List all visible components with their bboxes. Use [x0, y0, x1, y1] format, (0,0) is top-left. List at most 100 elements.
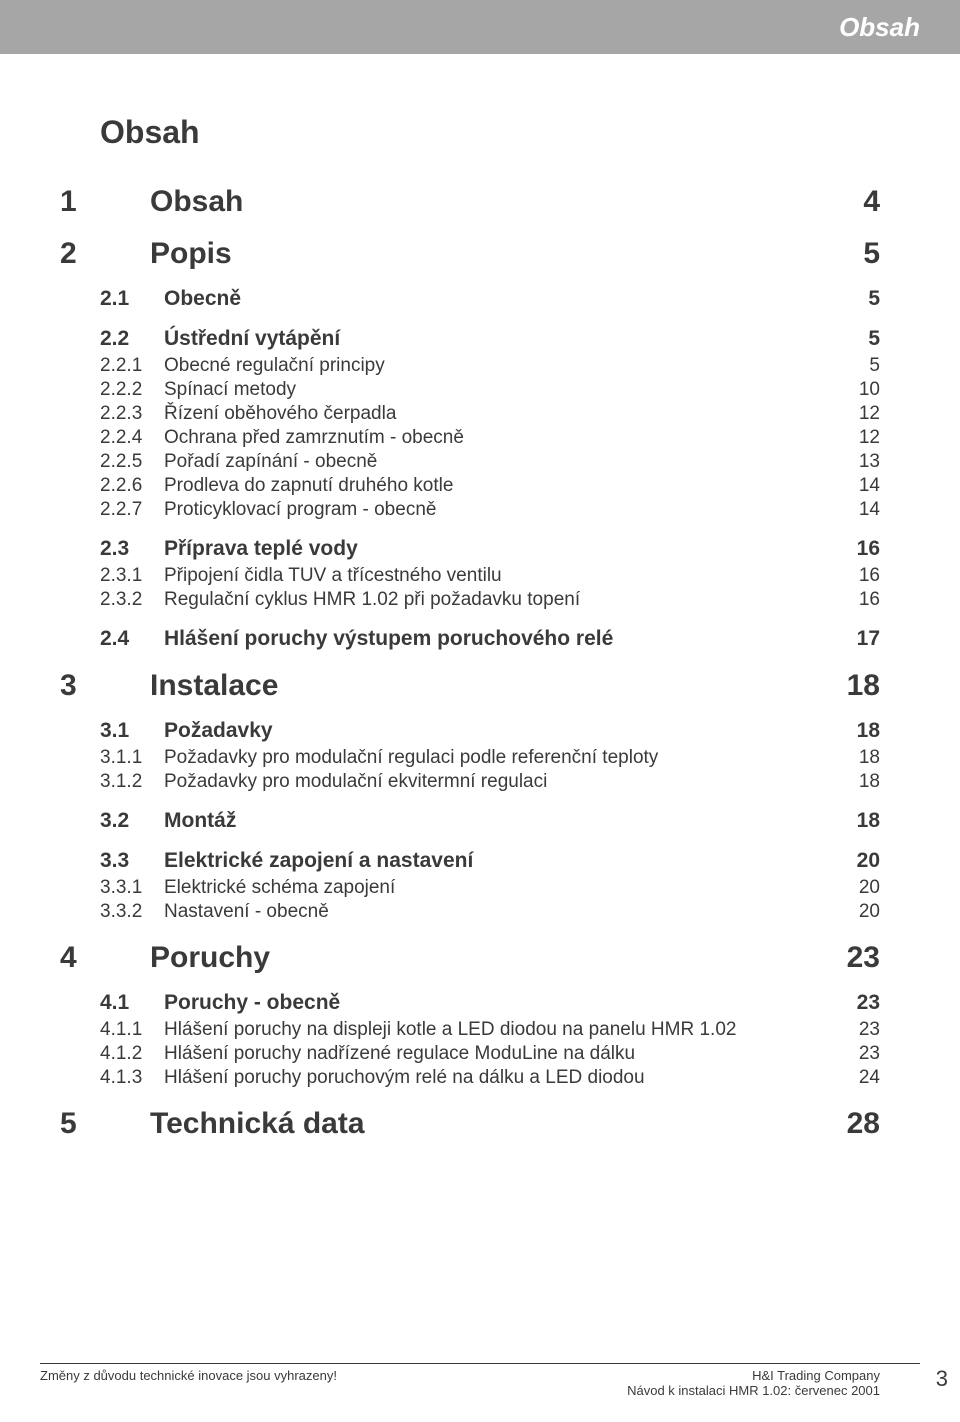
- toc-label: 2.2Ústřední vytápění: [100, 327, 340, 351]
- toc-label: 3.3.2Nastavení - obecně: [100, 901, 329, 923]
- toc-page: 18: [840, 669, 880, 703]
- toc-label: 2.4Hlášení poruchy výstupem poruchového …: [100, 627, 613, 651]
- toc-label: 4.1.2Hlášení poruchy nadřízené regulace …: [100, 1043, 635, 1065]
- toc-number: 4.1: [100, 991, 164, 1015]
- toc-row: 5Technická data28: [60, 1107, 880, 1141]
- toc-row: 4.1.1Hlášení poruchy na displeji kotle a…: [100, 1019, 880, 1041]
- toc-number: 3.3: [100, 849, 164, 873]
- toc-page: 20: [840, 901, 880, 923]
- toc-number: 3.3.1: [100, 877, 164, 899]
- header-bar: Obsah: [0, 0, 960, 54]
- toc-title: Poruchy: [150, 941, 270, 975]
- toc-number: 4.1.3: [100, 1067, 164, 1089]
- toc-number: 2.2.1: [100, 355, 164, 377]
- toc-label: 2.3.1Připojení čidla TUV a třícestného v…: [100, 565, 502, 587]
- toc-label: 4.1.1Hlášení poruchy na displeji kotle a…: [100, 1019, 736, 1041]
- toc-number: 3.1: [100, 719, 164, 743]
- toc-row: 2Popis5: [60, 237, 880, 271]
- toc-label: 3.1.1Požadavky pro modulační regulaci po…: [100, 747, 658, 769]
- toc-number: 4.1.2: [100, 1043, 164, 1065]
- header-title: Obsah: [839, 12, 920, 43]
- toc-title: Elektrické zapojení a nastavení: [164, 849, 473, 873]
- toc-row: 3.3.2Nastavení - obecně 20: [100, 901, 880, 923]
- toc-label: 2.3Příprava teplé vody: [100, 537, 358, 561]
- toc-row: 3.1.2Požadavky pro modulační ekvitermní …: [100, 771, 880, 793]
- toc-number: 4: [60, 941, 150, 975]
- toc-page: 18: [840, 719, 880, 743]
- toc-row: 2.2.4Ochrana před zamrznutím - obecně12: [100, 427, 880, 449]
- toc-page: 14: [840, 499, 880, 521]
- toc-page: 18: [840, 771, 880, 793]
- toc-row: 2.2.3Řízení oběhového čerpadla 12: [100, 403, 880, 425]
- toc-page: 16: [840, 565, 880, 587]
- toc-title: Instalace: [150, 669, 278, 703]
- toc-title: Požadavky pro modulační regulaci podle r…: [164, 747, 658, 769]
- toc-row: 3.3Elektrické zapojení a nastavení 20: [100, 849, 880, 873]
- toc-number: 4.1.1: [100, 1019, 164, 1041]
- toc-row: 2.2.2Spínací metody10: [100, 379, 880, 401]
- toc-row: 4.1.3Hlášení poruchy poruchovým relé na …: [100, 1067, 880, 1089]
- toc-number: 2.2.7: [100, 499, 164, 521]
- toc-label: 4.1.3Hlášení poruchy poruchovým relé na …: [100, 1067, 645, 1089]
- toc-number: 2.2.2: [100, 379, 164, 401]
- toc-title: Příprava teplé vody: [164, 537, 358, 561]
- toc-title: Nastavení - obecně: [164, 901, 329, 923]
- toc-title: Připojení čidla TUV a třícestného ventil…: [164, 565, 502, 587]
- toc-title: Požadavky: [164, 719, 273, 743]
- toc-page: 16: [840, 537, 880, 561]
- toc-row: 2.2.7Proticyklovací program - obecně 14: [100, 499, 880, 521]
- toc-title: Obecně: [164, 287, 241, 311]
- toc-row: 2.2.6Prodleva do zapnutí druhého kotle 14: [100, 475, 880, 497]
- toc-row: 4.1.2Hlášení poruchy nadřízené regulace …: [100, 1043, 880, 1065]
- toc-label: 1Obsah: [60, 185, 243, 219]
- toc-list: 1Obsah42Popis52.1Obecně52.2Ústřední vytá…: [100, 185, 880, 1141]
- toc-page: 23: [840, 1043, 880, 1065]
- toc-number: 3: [60, 669, 150, 703]
- toc-page: 23: [840, 1019, 880, 1041]
- toc-title: Řízení oběhového čerpadla: [164, 403, 396, 425]
- toc-row: 2.2.5Pořadí zapínání - obecně13: [100, 451, 880, 473]
- toc-page: 20: [840, 877, 880, 899]
- footer-right-wrap: H&I Trading Company Návod k instalaci HM…: [627, 1368, 920, 1398]
- toc-number: 3.1.1: [100, 747, 164, 769]
- toc-label: 2.2.6Prodleva do zapnutí druhého kotle: [100, 475, 453, 497]
- toc-page: 13: [840, 451, 880, 473]
- toc-page: 5: [840, 327, 880, 351]
- toc-number: 3.2: [100, 809, 164, 833]
- toc-row: 2.3Příprava teplé vody 16: [100, 537, 880, 561]
- toc-number: 2.2.3: [100, 403, 164, 425]
- toc-label: 2.2.2Spínací metody: [100, 379, 296, 401]
- toc-number: 2.2: [100, 327, 164, 351]
- toc-label: 2.1Obecně: [100, 287, 241, 311]
- toc-page: 12: [840, 427, 880, 449]
- toc-title: Technická data: [150, 1107, 365, 1141]
- toc-number: 1: [60, 185, 150, 219]
- toc-page: 18: [840, 747, 880, 769]
- toc-page: 20: [840, 849, 880, 873]
- toc-row: 2.1Obecně 5: [100, 287, 880, 311]
- toc-page: 5: [840, 287, 880, 311]
- toc-label: 3.3.1Elektrické schéma zapojení: [100, 877, 395, 899]
- toc-row: 2.4Hlášení poruchy výstupem poruchového …: [100, 627, 880, 651]
- toc-title: Proticyklovací program - obecně: [164, 499, 436, 521]
- toc-label: 2.2.1Obecné regulační principy: [100, 355, 385, 377]
- toc-label: 3.1Požadavky: [100, 719, 273, 743]
- toc-number: 2.2.4: [100, 427, 164, 449]
- toc-number: 3.1.2: [100, 771, 164, 793]
- toc-number: 3.3.2: [100, 901, 164, 923]
- toc-label: 4Poruchy: [60, 941, 270, 975]
- toc-page: 12: [840, 403, 880, 425]
- footer-right: H&I Trading Company Návod k instalaci HM…: [627, 1368, 880, 1398]
- toc-row: 4Poruchy23: [60, 941, 880, 975]
- toc-page: 28: [840, 1107, 880, 1141]
- toc-page: 14: [840, 475, 880, 497]
- toc-label: 3.1.2Požadavky pro modulační ekvitermní …: [100, 771, 547, 793]
- toc-row: 4.1Poruchy - obecně23: [100, 991, 880, 1015]
- toc-label: 2.2.7Proticyklovací program - obecně: [100, 499, 436, 521]
- toc-page: 5: [840, 355, 880, 377]
- toc-row: 2.2Ústřední vytápění 5: [100, 327, 880, 351]
- toc-title: Spínací metody: [164, 379, 296, 401]
- footer: Změny z důvodu technické inovace jsou vy…: [40, 1363, 920, 1398]
- toc-number: 2.3.2: [100, 589, 164, 611]
- toc-page: 4: [840, 185, 880, 219]
